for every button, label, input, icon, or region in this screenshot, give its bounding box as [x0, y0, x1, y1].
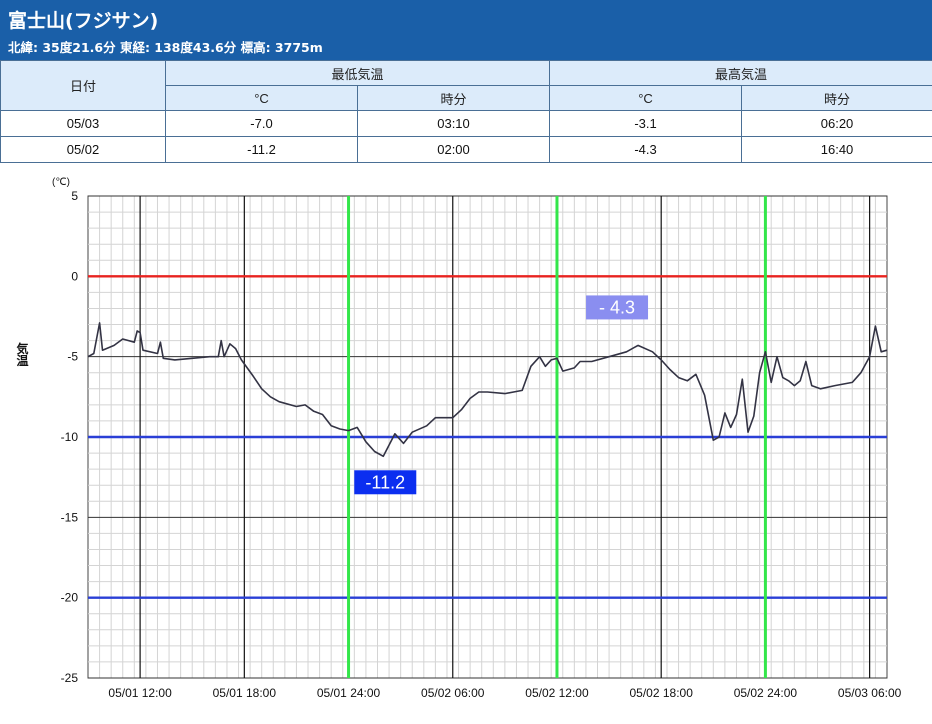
y-tick-label: 5 [71, 189, 78, 203]
min-value-label: -11.2 [365, 472, 405, 492]
date-column-header: 日付 [0, 60, 166, 111]
station-title: 富士山(フジサン) [8, 10, 159, 32]
y-tick-label: 0 [71, 269, 78, 283]
max-value-label-bg [586, 295, 649, 320]
row-max-temp: -4.3 [549, 136, 743, 163]
x-tick-label: 05/01 24:00 [317, 686, 381, 700]
max-unit-header: °C [549, 85, 743, 111]
row-max-time: 16:40 [741, 136, 932, 163]
x-tick-label: 05/01 12:00 [108, 686, 172, 700]
x-tick-label: 05/01 18:00 [213, 686, 277, 700]
row-date: 05/02 [0, 136, 166, 163]
row-max-time: 06:20 [741, 110, 932, 137]
station-header: 富士山(フジサン) 北緯: 35度21.6分 東経: 138度43.6分 標高:… [0, 0, 932, 60]
x-tick-label: 05/02 12:00 [525, 686, 589, 700]
table-row: 05/03 -7.0 03:10 -3.1 06:20 [0, 110, 932, 137]
row-date: 05/03 [0, 110, 166, 137]
temperature-chart: 5 0 -5 -10 -15 -20 -25 05/01 12:00 05/01 18:00 05… [15, 177, 902, 700]
min-time-header: 時分 [356, 85, 551, 111]
max-time-header: 時分 [741, 85, 932, 111]
min-temp-header: 最低気温 [164, 60, 551, 86]
row-max-temp: -3.1 [549, 110, 743, 137]
y-unit-label: (℃) [52, 177, 70, 188]
min-unit-header: °C [165, 85, 358, 111]
y-tick-label: -15 [61, 510, 79, 524]
x-tick-label: 05/02 06:00 [421, 686, 485, 700]
table-row: 05/02 -11.2 02:00 -4.3 16:40 [0, 136, 932, 163]
x-tick-label: 05/02 18:00 [629, 686, 693, 700]
y-axis-label: 気温 [15, 341, 29, 367]
row-min-temp: -11.2 [165, 136, 358, 163]
y-tick-label: -25 [61, 671, 79, 685]
y-tick-label: -10 [61, 430, 79, 444]
x-tick-label: 05/03 06:00 [838, 686, 902, 700]
row-min-temp: -7.0 [165, 110, 358, 137]
min-value-label-bg [354, 470, 417, 495]
y-tick-label: -5 [67, 350, 78, 364]
temperature-series-line [87, 322, 888, 458]
table-header-row: 日付 最低気温 最高気温 [0, 60, 932, 111]
x-tick-label: 05/02 24:00 [734, 686, 798, 700]
station-location: 北緯: 35度21.6分 東経: 138度43.6分 標高: 3775m [8, 40, 323, 55]
temperature-summary-table: 日付 最低気温 最高気温 °C 時分 °C 時分 05/03 -7.0 03:1… [0, 60, 932, 163]
y-tick-label: -20 [61, 591, 79, 605]
row-min-time: 03:10 [356, 110, 551, 137]
max-temp-header: 最高気温 [549, 60, 932, 86]
row-min-time: 02:00 [356, 136, 551, 163]
table-subheader-row: °C 時分 °C 時分 [1, 85, 932, 111]
max-value-label: - 4.3 [599, 297, 635, 317]
